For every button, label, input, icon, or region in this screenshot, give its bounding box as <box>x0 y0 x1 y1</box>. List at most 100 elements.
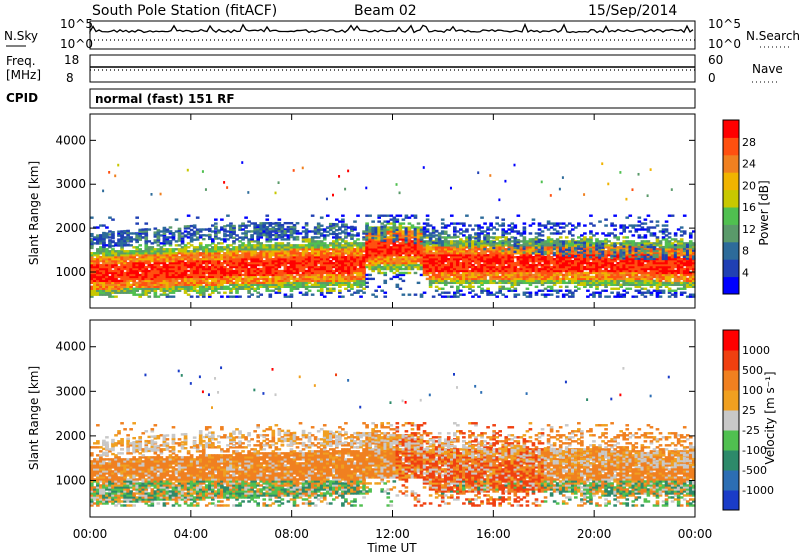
echo-cell <box>226 224 230 227</box>
echo-cell <box>347 254 351 257</box>
echo-cell <box>356 267 360 271</box>
echo-cell <box>389 232 394 235</box>
echo-cell <box>574 267 578 271</box>
echo-cell <box>280 244 285 247</box>
echo-cell <box>198 293 203 296</box>
echo-cell <box>322 259 327 263</box>
echo-cell <box>589 281 593 285</box>
echo-cell <box>256 291 260 294</box>
echo-cell <box>277 261 282 265</box>
echo-cell <box>268 289 273 292</box>
echo-cell <box>486 226 490 229</box>
echo-cell <box>558 246 563 249</box>
echo-cell <box>316 244 321 247</box>
echo-cell <box>177 289 182 292</box>
echo-cell <box>192 283 197 287</box>
echo-cell <box>277 225 282 229</box>
echo-cell <box>153 248 158 251</box>
echo-cell <box>359 267 363 271</box>
echo-cell <box>189 295 194 298</box>
echo-cell <box>332 277 336 281</box>
echo-cell <box>480 279 484 283</box>
echo-cell <box>207 269 212 273</box>
echo-cell <box>356 257 360 261</box>
echo-cell <box>359 261 363 265</box>
echo-cell <box>171 287 176 290</box>
echo-cell <box>570 279 575 283</box>
echo-cell <box>471 273 475 277</box>
echo-cell <box>395 238 400 241</box>
echo-cell <box>195 216 200 219</box>
echo-cell <box>256 234 260 237</box>
echo-cell <box>195 265 200 269</box>
echo-cell <box>180 263 185 267</box>
echo-cell <box>108 245 112 248</box>
echo-cell <box>201 261 206 265</box>
echo-cell <box>549 255 554 259</box>
echo-cell <box>440 230 445 233</box>
echo-cell <box>555 265 560 269</box>
echo-cell <box>528 271 533 275</box>
echo-cell <box>365 232 369 235</box>
echo-cell <box>153 231 158 234</box>
echo-cell <box>129 236 133 239</box>
echo-cell <box>543 265 548 269</box>
echo-cell <box>93 275 97 279</box>
echo-cell <box>583 232 587 235</box>
echo-cell <box>549 240 554 243</box>
echo-cell <box>413 271 418 275</box>
echo-cell <box>280 263 285 267</box>
echo-cell <box>253 232 257 235</box>
echo-cell <box>359 295 363 298</box>
echo-cell <box>183 291 188 294</box>
echo-cell <box>549 222 554 225</box>
echo-cell <box>407 240 412 243</box>
echo-cell <box>165 254 170 257</box>
echo-cell <box>177 259 182 263</box>
echo-cell <box>574 259 578 263</box>
echo-cell <box>462 252 466 255</box>
echo-cell <box>120 273 124 277</box>
echo-cell <box>217 229 221 232</box>
echo-cell <box>123 229 127 233</box>
echo-cell <box>504 287 509 290</box>
echo-cell <box>286 285 291 288</box>
echo-cell <box>274 246 279 249</box>
echo-cell <box>338 254 342 257</box>
echo-cell <box>434 289 439 292</box>
echo-cell <box>153 261 158 265</box>
echo-cell <box>168 257 173 261</box>
echo-cell <box>377 242 381 245</box>
echo-cell <box>395 248 400 251</box>
echo-cell <box>489 240 493 243</box>
echo-cell <box>561 246 566 249</box>
echo-cell <box>580 246 584 249</box>
echo-cell <box>398 277 403 281</box>
echo-cell <box>549 194 552 197</box>
echo-cell <box>313 263 318 267</box>
echo-cell <box>153 233 158 236</box>
echo-cell <box>265 271 270 275</box>
echo-cell <box>564 281 569 285</box>
echo-cell <box>525 255 530 259</box>
echo-cell <box>377 228 381 231</box>
echo-cell <box>271 227 276 231</box>
echo-cell <box>141 291 146 294</box>
echo-cell <box>531 244 536 247</box>
echo-cell <box>319 265 324 269</box>
echo-cell <box>171 257 176 261</box>
echo-cell <box>283 263 288 267</box>
echo-cell <box>189 250 194 253</box>
echo-cell <box>468 236 472 240</box>
echo-cell <box>528 275 533 279</box>
echo-cell <box>162 248 167 251</box>
echo-cell <box>244 267 248 271</box>
echo-cell <box>253 240 257 243</box>
echo-cell <box>174 287 179 290</box>
echo-cell <box>189 261 194 265</box>
echo-cell <box>171 271 176 275</box>
echo-cell <box>171 236 176 239</box>
echo-cell <box>99 265 103 269</box>
echo-cell <box>138 257 143 261</box>
echo-cell <box>147 291 152 294</box>
